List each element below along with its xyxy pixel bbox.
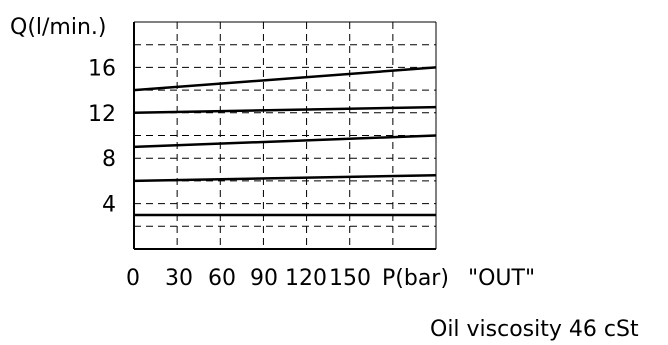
- x-tick-label: 60: [208, 266, 236, 291]
- y-tick-labels: 4 8 12 16: [88, 56, 116, 217]
- x-axis-label: P(bar): [382, 266, 449, 291]
- series-line-3: [133, 134, 437, 149]
- series-line-1: [133, 66, 437, 92]
- y-tick-label: 16: [88, 56, 116, 81]
- x-axis-label-suffix: "OUT": [468, 266, 535, 291]
- series-line-4: [133, 173, 437, 183]
- y-tick-label: 12: [88, 102, 116, 127]
- series-line-2: [133, 105, 437, 115]
- y-axis-label: Q(l/min.): [10, 15, 107, 40]
- x-tick-label: 150: [329, 266, 371, 291]
- y-tick-label: 4: [102, 193, 116, 218]
- viscosity-note: Oil viscosity 46 cSt: [430, 317, 639, 342]
- x-tick-label: 30: [165, 266, 193, 291]
- y-tick-label: 8: [102, 147, 116, 172]
- x-tick-label: 120: [285, 266, 327, 291]
- x-tick-label: 90: [250, 266, 278, 291]
- x-tick-label: 0: [126, 266, 140, 291]
- series-lines: [133, 66, 437, 217]
- x-tick-labels: 0 30 60 90 120 150: [126, 266, 371, 291]
